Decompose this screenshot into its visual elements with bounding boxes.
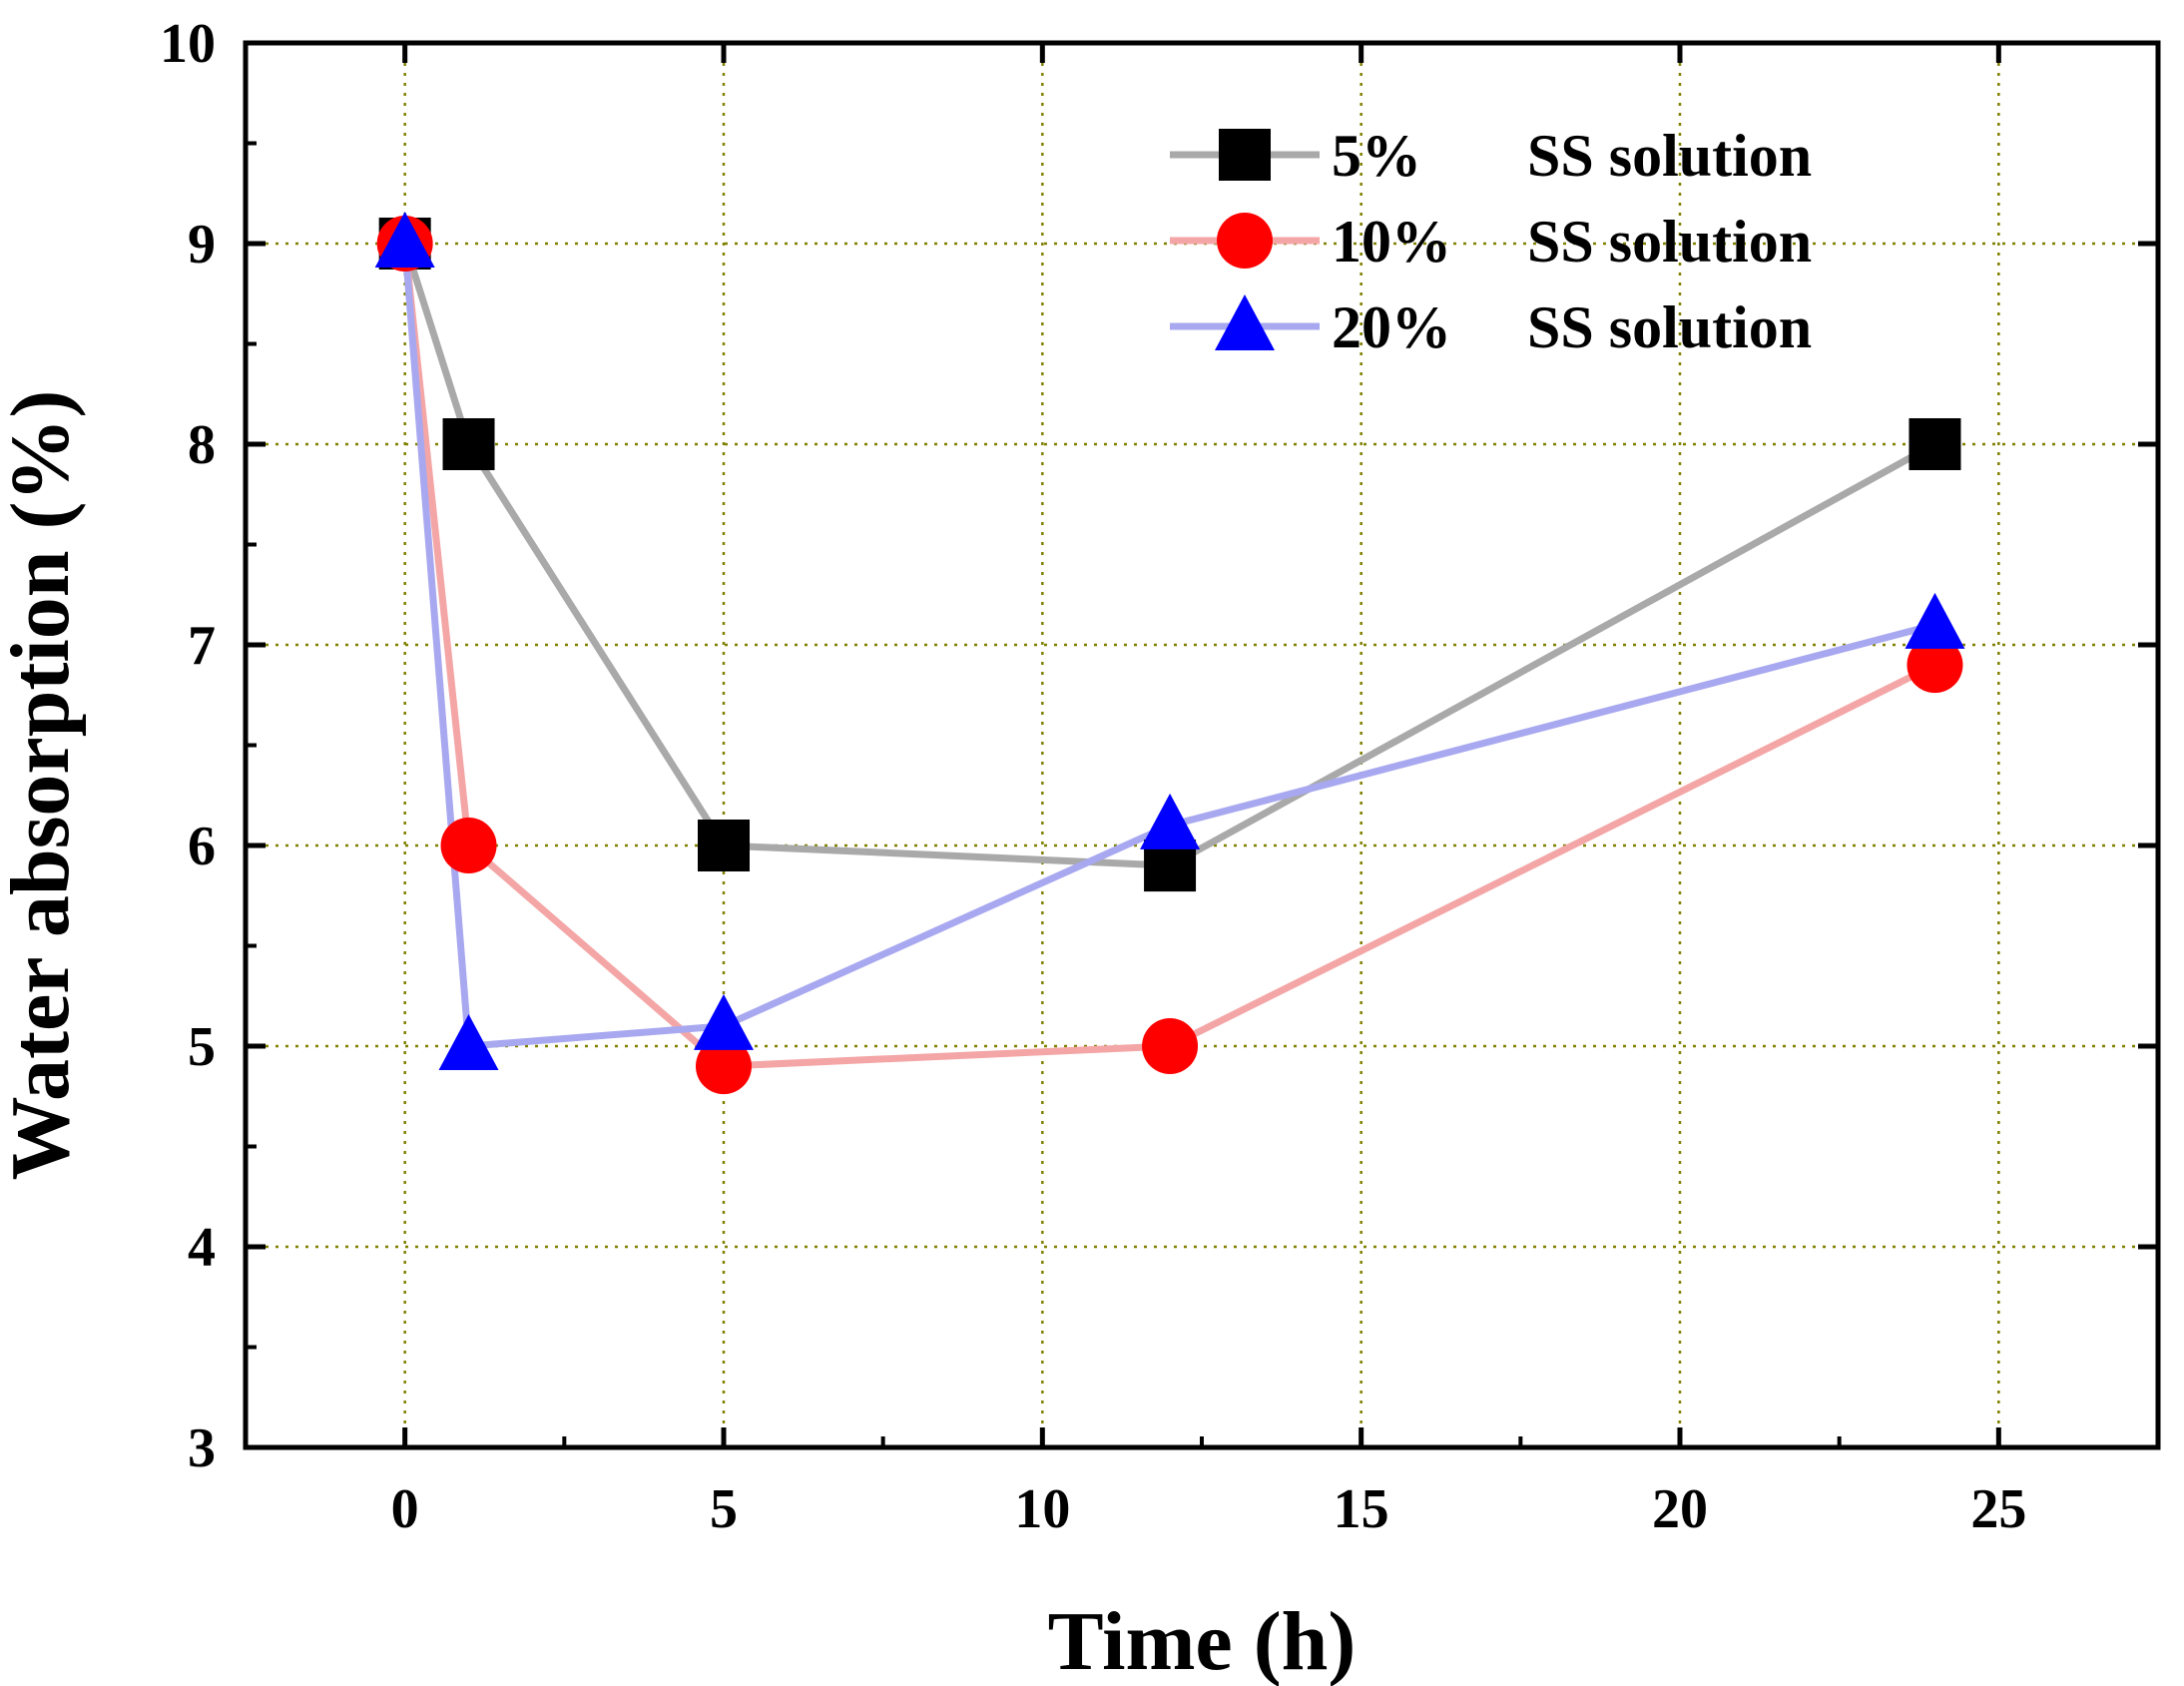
data-point-triangle [694,993,754,1050]
y-tick-label: 3 [188,1417,216,1479]
legend-label-percent: 20% [1332,294,1451,360]
y-tick-label: 9 [188,214,216,276]
x-tick-label: 10 [1014,1478,1070,1540]
data-point-triangle [1140,793,1201,849]
data-point-square [442,418,495,470]
x-tick-label: 20 [1652,1478,1708,1540]
axis-ticks [246,40,2160,1450]
data-point-circle [1907,637,1963,694]
legend-marker-triangle [1215,294,1275,350]
data-point-square [1909,418,1961,470]
data-point-triangle [1905,592,1965,649]
legend-label-percent: 5% [1332,123,1421,189]
legend-label-percent: 10% [1332,209,1451,275]
data-point-circle [1142,1018,1199,1074]
data-point-triangle [374,212,435,268]
legend: 5% SS solution 10% SS solution 20% SS solutio… [1170,123,1812,360]
y-tick-label: 4 [188,1217,216,1279]
x-tick-labels: 0 5 10 15 20 25 [391,1478,2027,1540]
x-tick-label: 0 [391,1478,419,1540]
data-point-circle [696,1038,752,1095]
x-tick-label: 5 [710,1478,738,1540]
data-point-circle [440,818,497,873]
y-axis-title: Water absorption (%) [0,390,87,1181]
data-point-square [698,820,750,871]
y-tick-label: 7 [188,615,216,677]
legend-label-text: SS solution [1527,294,1812,360]
y-tick-label: 8 [188,414,216,476]
y-tick-labels: 3 4 5 6 7 8 9 10 [160,13,216,1479]
series-lines [401,242,1937,1070]
legend-marker-square [1219,129,1271,181]
series-markers [374,212,1965,1095]
legend-marker-circle [1217,213,1273,269]
legend-label-text: SS solution [1527,123,1812,189]
legend-label-text: SS solution [1527,209,1812,275]
plot-frame [243,40,2161,1450]
y-tick-label: 10 [160,13,216,75]
x-axis-title: Time (h) [1048,1595,1357,1686]
y-tick-label: 5 [188,1016,216,1078]
x-tick-label: 25 [1970,1478,2026,1540]
series-line-1 [401,243,1937,1070]
y-tick-label: 6 [188,816,216,877]
grid [246,43,2158,1447]
data-point-triangle [438,1014,499,1070]
x-tick-label: 15 [1334,1478,1389,1540]
